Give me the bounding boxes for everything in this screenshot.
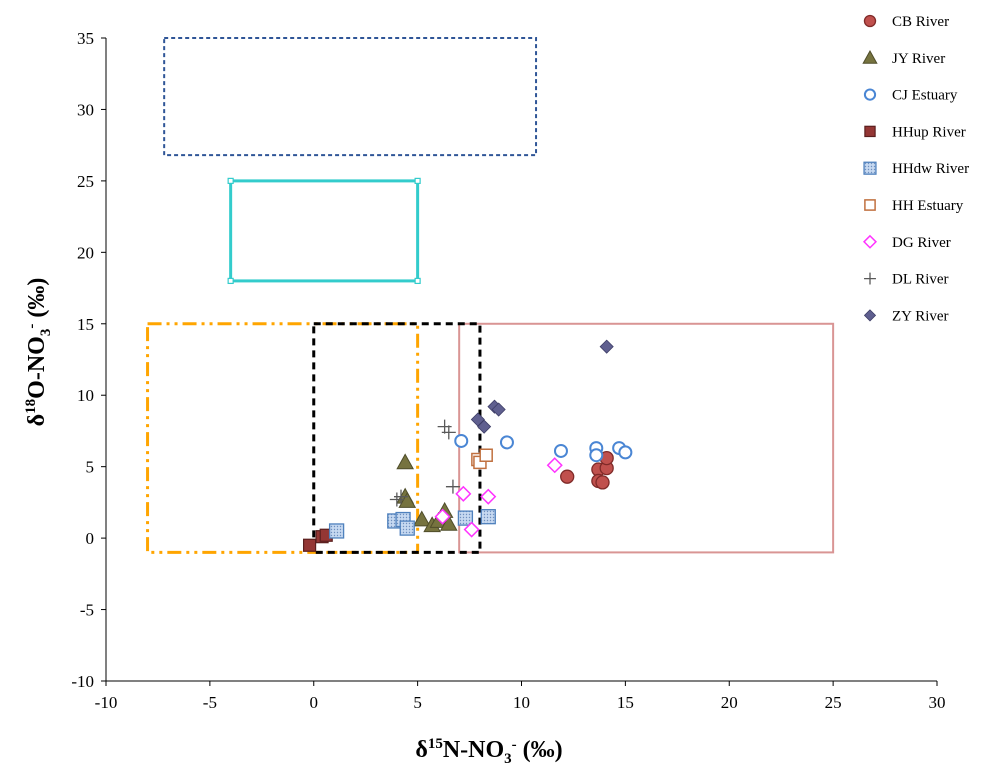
dl-river-point (445, 479, 460, 494)
cj-estuary-point (589, 448, 604, 463)
legend-marker-cj-estuary (863, 88, 877, 101)
jy-river-point (396, 453, 415, 470)
zy-river-point (477, 419, 492, 434)
x-tick-label: 20 (721, 693, 738, 712)
x-tick-label: 0 (310, 693, 319, 712)
y-tick-label: 20 (77, 243, 94, 262)
legend-label-zy-river: ZY River (892, 308, 949, 324)
axes: -10 -5 0 5 10 15 20 25 30 -10 -5 0 5 10 15 20 25 30 35 (71, 29, 945, 712)
hhdw-river-point (328, 523, 345, 539)
cj-estuary-point (618, 445, 633, 460)
region-corner-marker (414, 277, 421, 285)
jy-river-point (439, 514, 458, 531)
legend-label-dl-river: DL River (892, 272, 949, 288)
legend-label-hhdw-river: HHdw River (892, 161, 969, 177)
legend-label-hh-estuary: HH Estuary (892, 198, 964, 214)
legend-label-jy-river: JY River (892, 51, 945, 67)
x-tick-label: 5 (413, 693, 422, 712)
legend-label-cj-estuary: CJ Estuary (892, 88, 958, 104)
jy-river-point (412, 510, 431, 527)
cj-estuary-point (499, 435, 514, 450)
x-tick-label: 15 (617, 693, 634, 712)
legend-label-dg-river: DG River (892, 235, 951, 251)
cj-estuary-point (454, 433, 469, 448)
y-axis-title: δ18O-NO3- (‰) (23, 278, 54, 427)
source-region-box (312, 322, 482, 554)
legend-marker-dg-river (862, 234, 878, 249)
zy-river-point (491, 402, 506, 417)
dg-river-point (546, 457, 563, 474)
legend-marker-hhup-river (864, 125, 876, 138)
y-tick-label: 25 (77, 172, 94, 191)
dg-river-point (480, 488, 497, 505)
hhdw-river-point (480, 509, 496, 525)
y-tick-label: 5 (86, 458, 95, 477)
dg-river-point (455, 485, 472, 502)
x-axis-title: δ15N-NO3- (‰) (415, 736, 562, 767)
x-tick-label: 30 (929, 693, 946, 712)
dg-river-point (434, 508, 451, 525)
y-tick-label: 35 (77, 29, 94, 48)
legend: CB River JY River CJ Estuary HHup River HHdw… (862, 14, 969, 324)
y-tick-label: 15 (77, 315, 94, 334)
cb-river-point (560, 469, 575, 484)
y-tick-label: 0 (86, 529, 95, 548)
region-corner-marker (414, 177, 421, 184)
legend-marker-cb-river (863, 14, 877, 28)
source-region-box (146, 322, 420, 554)
y-tick-label: 30 (77, 100, 94, 119)
hhdw-river-point (399, 520, 415, 536)
y-tick-label: -10 (71, 672, 94, 691)
dl-river-point (437, 419, 452, 434)
hhdw-river-point (457, 510, 474, 526)
legend-label-cb-river: CB River (892, 14, 949, 30)
legend-marker-dl-river (864, 272, 876, 285)
source-region-box (229, 179, 420, 283)
zy-river-point (599, 339, 614, 354)
x-tick-label: 25 (825, 693, 842, 712)
hh-estuary-point (479, 448, 493, 462)
x-tick-label: -10 (95, 693, 118, 712)
dg-river-point (463, 521, 480, 538)
region-corner-marker (227, 277, 234, 285)
source-region-box (458, 322, 835, 554)
legend-marker-hh-estuary (864, 199, 876, 211)
region-corner-marker (227, 177, 234, 184)
y-tick-label: -5 (80, 601, 94, 620)
legend-label-hhup-river: HHup River (892, 124, 966, 140)
dl-river-point (394, 489, 409, 504)
source-regions (146, 37, 835, 554)
legend-marker-hhdw-river (863, 161, 877, 175)
x-tick-label: 10 (513, 693, 530, 712)
source-region-box (163, 37, 538, 157)
cj-estuary-point (553, 443, 568, 458)
cb-river-point (595, 475, 610, 490)
legend-marker-zy-river (863, 309, 877, 322)
dl-river-point (441, 425, 456, 440)
hhup-river-point (302, 538, 317, 552)
legend-marker-jy-river (862, 49, 878, 64)
y-tick-label: 10 (77, 386, 94, 405)
data-points (302, 339, 633, 552)
x-tick-label: -5 (203, 693, 217, 712)
